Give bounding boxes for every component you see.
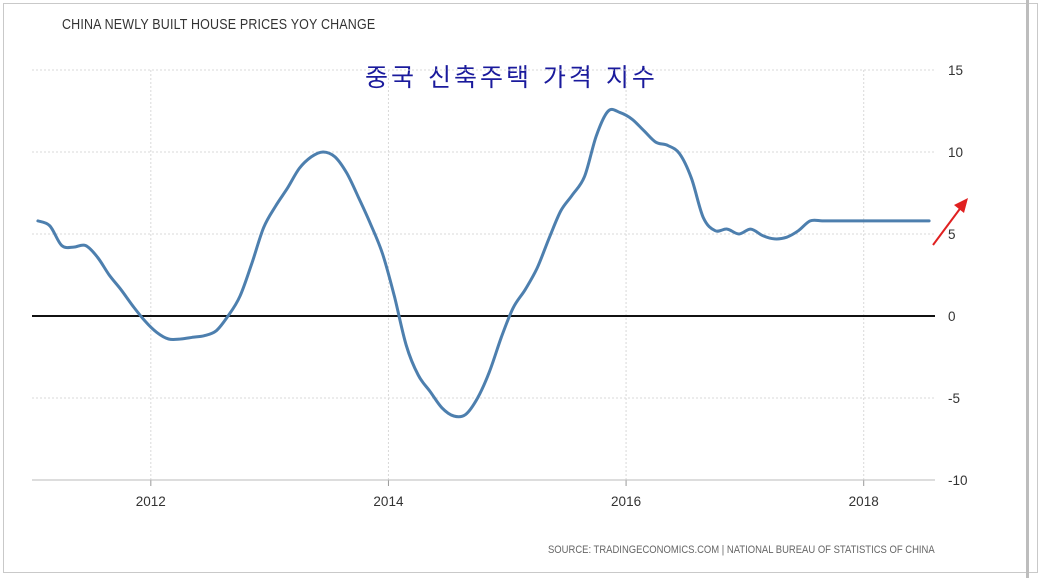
y-tick-label: -5	[948, 391, 960, 406]
trend-arrow-icon	[954, 198, 968, 213]
chart-title: CHINA NEWLY BUILT HOUSE PRICES YOY CHANG…	[62, 17, 376, 33]
x-tick-label: 2014	[373, 494, 404, 509]
source-credit: SOURCE: TRADINGECONOMICS.COM | NATIONAL …	[548, 544, 935, 556]
korean-annotation-title: 중국 신축주택 가격 지수	[365, 63, 658, 92]
window-edge	[1026, 0, 1029, 578]
y-tick-label: 5	[948, 227, 956, 242]
y-tick-label: 15	[948, 63, 963, 78]
series-line	[36, 107, 931, 419]
x-tick-label: 2018	[849, 494, 879, 509]
y-tick-label: 0	[948, 309, 956, 324]
chart-frame	[3, 3, 1038, 573]
trend-arrow-shaft	[932, 205, 963, 246]
x-tick-label: 2012	[136, 494, 166, 509]
y-tick-label: 10	[948, 145, 963, 160]
x-tick-label: 2016	[611, 494, 641, 509]
y-tick-label: -10	[948, 473, 968, 488]
